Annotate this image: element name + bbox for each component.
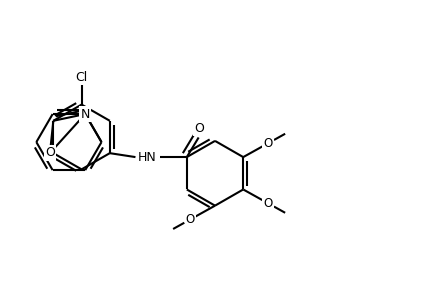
- Text: N: N: [81, 108, 90, 121]
- Text: O: O: [195, 122, 205, 135]
- Text: HN: HN: [138, 151, 157, 163]
- Text: O: O: [186, 213, 195, 226]
- Text: O: O: [45, 146, 55, 159]
- Text: O: O: [263, 197, 272, 210]
- Text: O: O: [263, 137, 272, 150]
- Text: Cl: Cl: [75, 71, 88, 83]
